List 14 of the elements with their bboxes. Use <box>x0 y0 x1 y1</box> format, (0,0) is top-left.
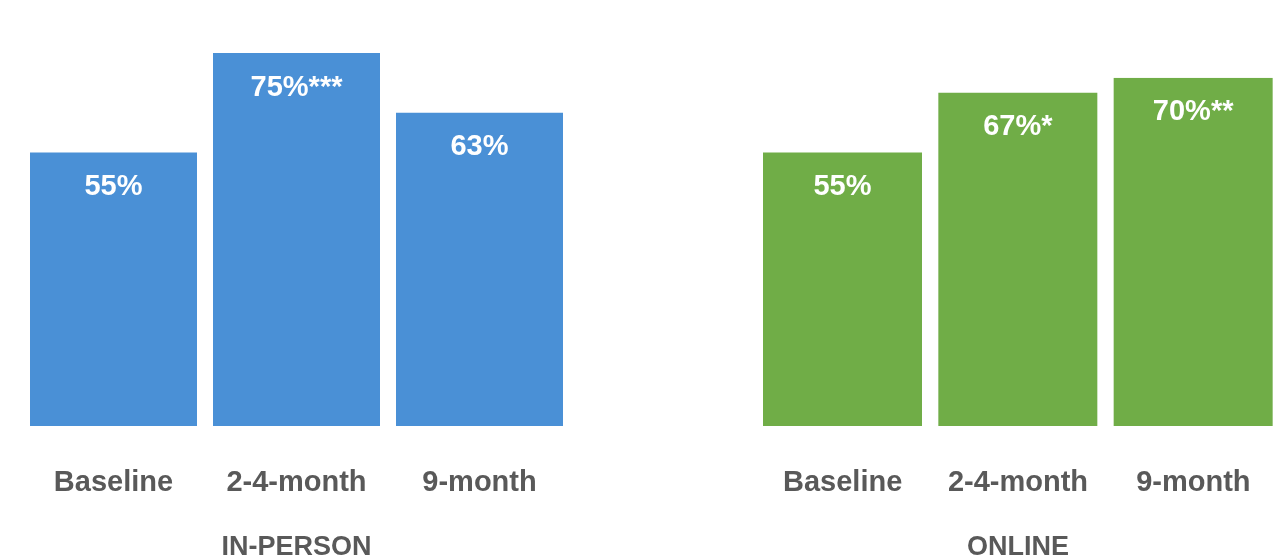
data-label: 70%** <box>1152 94 1235 127</box>
data-label: 55% <box>813 169 872 202</box>
x-tick-label: Baseline <box>783 464 903 497</box>
data-label: 67%* <box>983 109 1054 142</box>
x-tick-label: 2-4-month <box>947 464 1089 497</box>
data-label: 63% <box>450 129 509 162</box>
x-tick-label: Baseline <box>53 464 174 497</box>
x-tick-label: 2-4-month <box>226 464 367 497</box>
data-label: 75%*** <box>250 69 344 102</box>
x-tick-label: 9-month <box>1136 464 1251 497</box>
data-label: 55% <box>84 169 143 202</box>
x-tick-label: 9-month <box>422 464 537 497</box>
x-axis-title: IN-PERSON <box>221 531 372 557</box>
x-axis-title: ONLINE <box>966 531 1070 557</box>
